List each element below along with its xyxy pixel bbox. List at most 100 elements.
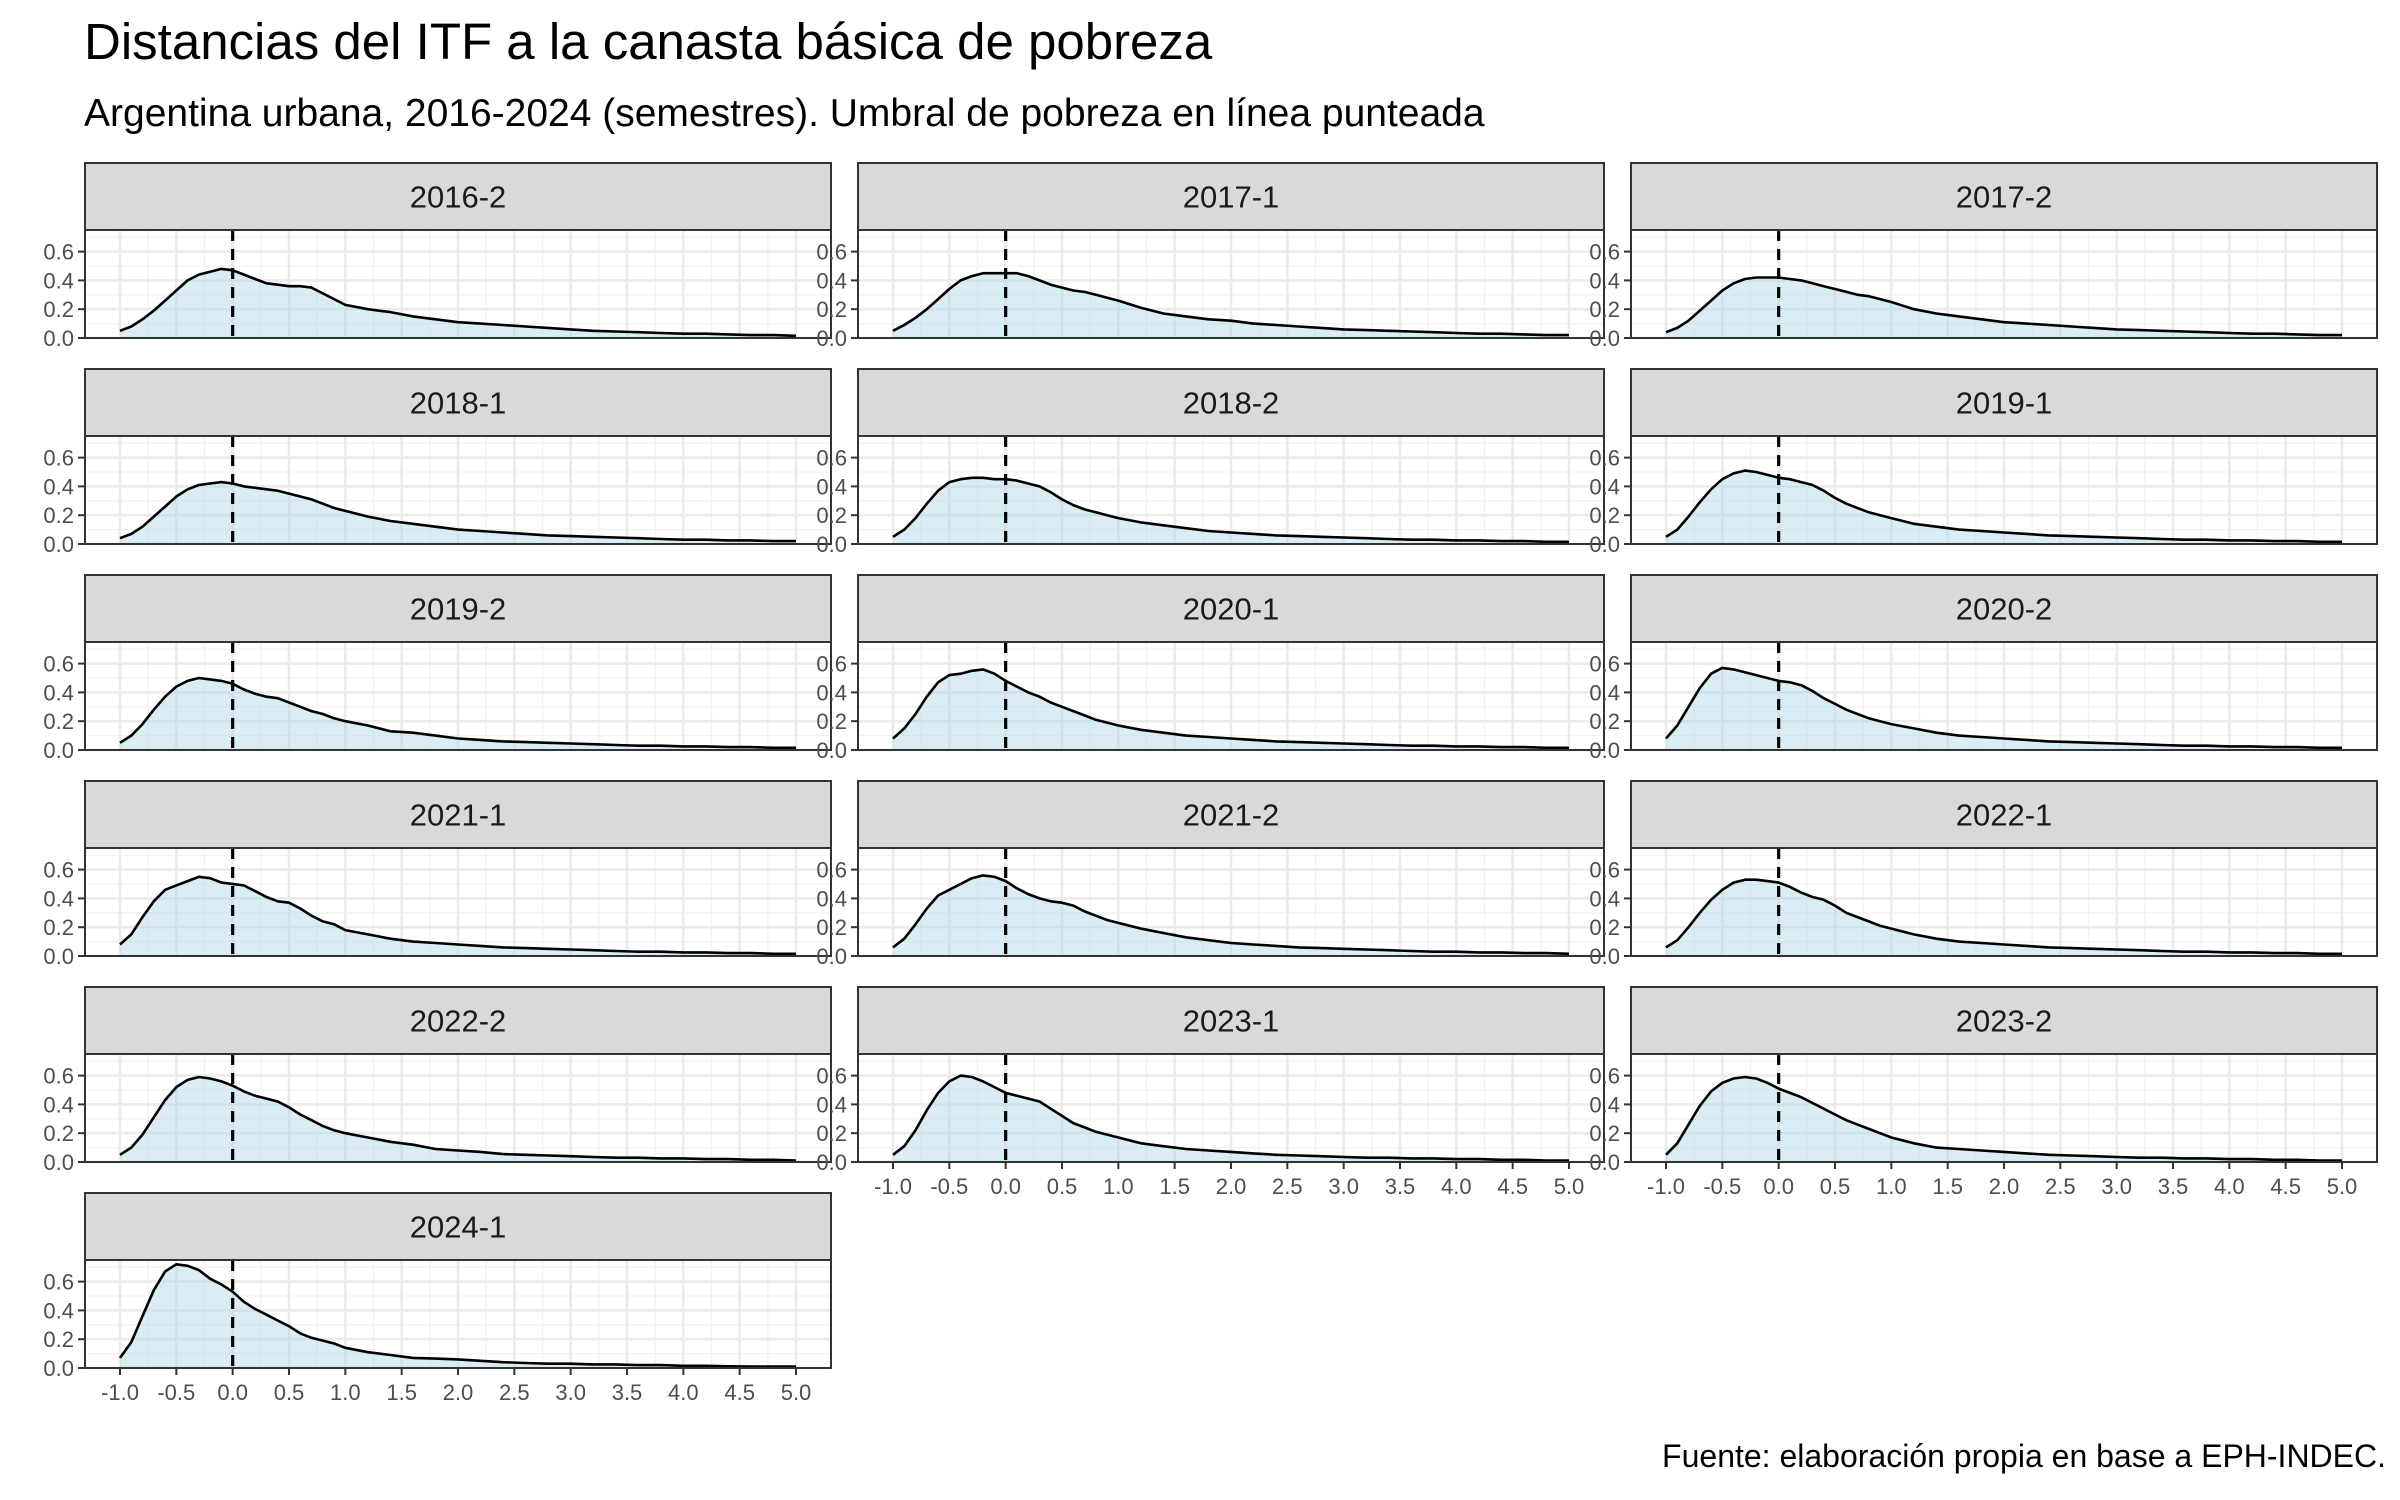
density-area xyxy=(120,678,796,750)
y-tick-label: 0.0 xyxy=(816,944,847,969)
density-line xyxy=(1665,469,2342,544)
y-tick-label: 0.4 xyxy=(43,474,74,499)
y-tick-label: 0.2 xyxy=(1589,915,1620,940)
y-tick-label: 0.2 xyxy=(43,1327,74,1352)
y-tick-label: 0.0 xyxy=(1589,738,1620,763)
facet-label: 2021-1 xyxy=(410,798,507,833)
x-tick-label: 2.5 xyxy=(2045,1174,2076,1199)
y-tick-label: 0.0 xyxy=(43,944,74,969)
facet-strip xyxy=(84,574,832,643)
facet-panel: 2023-1 0.0 0.2 0.4 0.6 -1.0 -0.5 0.0 0.5 1.0 1.5 2.… xyxy=(816,986,1605,1199)
density-line xyxy=(119,875,796,956)
x-tick-label: 3.0 xyxy=(1328,1174,1359,1199)
y-tick-label: 0.6 xyxy=(1589,652,1620,677)
x-tick-label: -0.5 xyxy=(157,1380,195,1405)
y-tick-label: 0.2 xyxy=(43,709,74,734)
density-line xyxy=(1665,1075,2342,1162)
facet-strip xyxy=(1630,162,2378,231)
density-area xyxy=(120,876,796,956)
x-tick-label: 1.0 xyxy=(330,1380,361,1405)
x-tick-label: 1.5 xyxy=(1159,1174,1190,1199)
y-tick-label: 0.4 xyxy=(43,1092,74,1117)
density-line xyxy=(892,271,1569,337)
facet-panel: 2023-2 0.0 0.2 0.4 0.6 -1.0 -0.5 0.0 0.5 1.0 1.5 2.… xyxy=(1589,986,2378,1199)
y-tick-label: 0.4 xyxy=(816,474,847,499)
x-tick-label: 0.0 xyxy=(217,1380,248,1405)
facet-panel: 2021-2 0.0 0.2 0.4 0.6 xyxy=(816,780,1605,969)
density-line xyxy=(892,1074,1569,1162)
x-tick-label: 2.5 xyxy=(1272,1174,1303,1199)
density-line xyxy=(118,1263,796,1368)
y-tick-label: 0.4 xyxy=(1589,1092,1620,1117)
y-tick-label: 0.2 xyxy=(816,915,847,940)
y-tick-label: 0.6 xyxy=(43,240,74,265)
x-tick-label: 4.5 xyxy=(724,1380,755,1405)
density-line xyxy=(892,668,1569,750)
facet-strip xyxy=(857,574,1605,643)
facet-label: 2017-1 xyxy=(1183,180,1280,215)
density-area xyxy=(120,1264,796,1368)
y-tick-label: 0.2 xyxy=(816,709,847,734)
y-tick-label: 0.6 xyxy=(1589,240,1620,265)
y-tick-label: 0.0 xyxy=(43,326,74,351)
facet-panel: 2022-1 0.0 0.2 0.4 0.6 xyxy=(1589,780,2378,969)
y-tick-label: 0.0 xyxy=(816,326,847,351)
chart-subtitle: Argentina urbana, 2016-2024 (semestres).… xyxy=(84,92,1485,135)
panel-border xyxy=(1630,229,2378,339)
x-tick-label: 5.0 xyxy=(781,1380,812,1405)
y-tick-label: 0.6 xyxy=(816,858,847,883)
density-area xyxy=(120,482,796,544)
panel-border xyxy=(84,641,832,751)
panel-border xyxy=(84,229,832,339)
y-tick-label: 0.0 xyxy=(1589,1150,1620,1175)
y-tick-label: 0.2 xyxy=(1589,1121,1620,1146)
facet-strip xyxy=(1630,780,2378,849)
y-tick-label: 0.2 xyxy=(43,1121,74,1146)
facet-panel: 2017-2 0.0 0.2 0.4 0.6 xyxy=(1589,162,2378,351)
panel-border xyxy=(84,435,832,545)
y-tick-label: 0.4 xyxy=(43,268,74,293)
y-tick-label: 0.4 xyxy=(43,680,74,705)
x-tick-label: -0.5 xyxy=(1703,1174,1741,1199)
y-tick-label: 0.4 xyxy=(43,1298,74,1323)
y-tick-label: 0.4 xyxy=(816,886,847,911)
facet-strip xyxy=(84,1192,832,1261)
y-tick-label: 0.2 xyxy=(816,297,847,322)
facet-panel: 2018-1 0.0 0.2 0.4 0.6 xyxy=(43,368,832,557)
x-tick-label: 2.0 xyxy=(1216,1174,1247,1199)
y-tick-label: 0.0 xyxy=(816,532,847,557)
y-tick-label: 0.6 xyxy=(43,1064,74,1089)
panel-border xyxy=(857,847,1605,957)
x-tick-label: 2.0 xyxy=(1989,1174,2020,1199)
y-tick-label: 0.6 xyxy=(1589,1064,1620,1089)
density-area xyxy=(120,268,796,338)
facet-strip xyxy=(857,780,1605,849)
x-tick-label: 2.0 xyxy=(443,1380,474,1405)
x-tick-label: 0.0 xyxy=(1763,1174,1794,1199)
facet-label: 2019-2 xyxy=(410,592,507,627)
facet-panel: 2020-2 0.0 0.2 0.4 0.6 xyxy=(1589,574,2378,763)
x-tick-label: 3.5 xyxy=(612,1380,643,1405)
x-tick-label: 1.0 xyxy=(1103,1174,1134,1199)
facet-label: 2022-1 xyxy=(1956,798,2053,833)
x-tick-label: -1.0 xyxy=(874,1174,912,1199)
x-tick-label: -1.0 xyxy=(1647,1174,1685,1199)
x-tick-label: 1.0 xyxy=(1876,1174,1907,1199)
y-tick-label: 0.0 xyxy=(816,1150,847,1175)
x-tick-label: 4.0 xyxy=(2214,1174,2245,1199)
x-tick-label: 3.5 xyxy=(2158,1174,2189,1199)
y-tick-label: 0.4 xyxy=(1589,474,1620,499)
density-line xyxy=(892,874,1570,956)
y-tick-label: 0.0 xyxy=(1589,326,1620,351)
x-tick-label: -1.0 xyxy=(101,1380,139,1405)
y-tick-label: 0.6 xyxy=(43,652,74,677)
facet-label: 2018-1 xyxy=(410,386,507,421)
y-tick-label: 0.6 xyxy=(43,858,74,883)
density-area xyxy=(893,273,1569,338)
facet-strip xyxy=(84,986,832,1055)
density-area xyxy=(893,669,1569,750)
x-tick-label: 4.5 xyxy=(1497,1174,1528,1199)
y-tick-label: 0.0 xyxy=(816,738,847,763)
density-line xyxy=(119,676,796,750)
y-tick-label: 0.0 xyxy=(1589,944,1620,969)
